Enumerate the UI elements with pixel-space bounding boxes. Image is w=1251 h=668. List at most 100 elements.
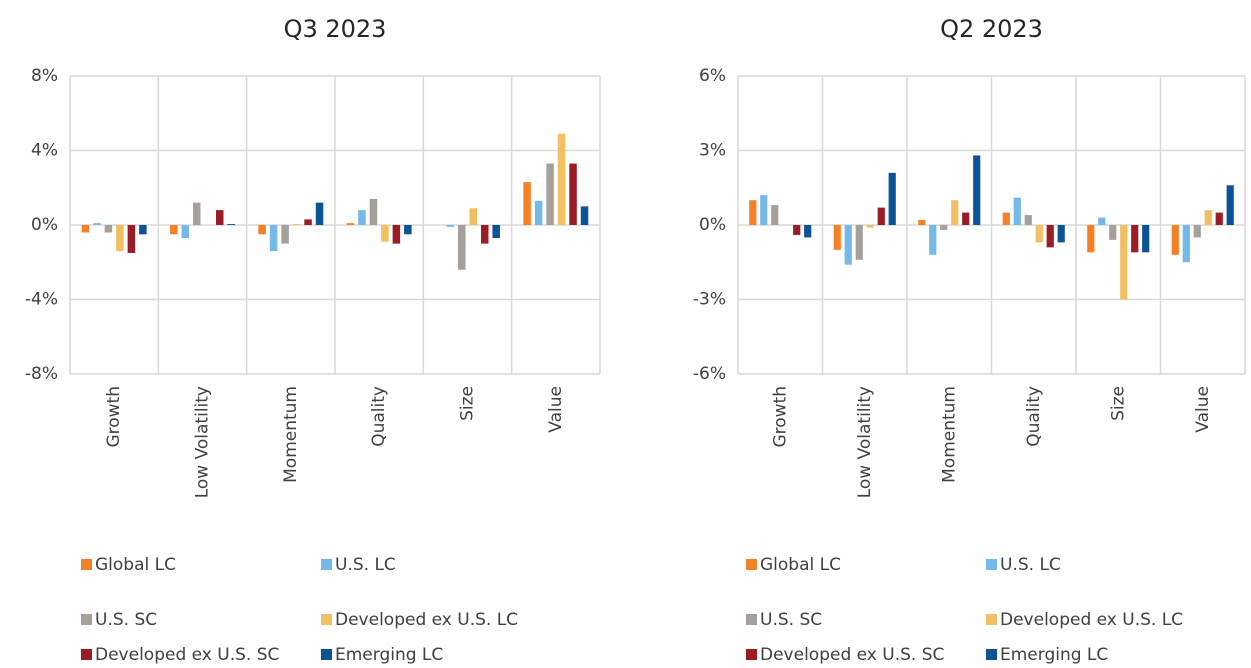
legend-label: Global LC (760, 555, 841, 575)
bar (1131, 225, 1139, 253)
chart-panel: Q2 2023 -6% -3% 0% 3% 6% Growth Low Volatility M… (693, 15, 1246, 665)
bar (749, 200, 757, 225)
bar (315, 202, 324, 225)
x-tick-label: Low Volatility (855, 386, 875, 498)
bar (139, 225, 147, 235)
bar (844, 225, 852, 265)
bar (81, 225, 90, 233)
bar (480, 225, 489, 244)
bar (193, 202, 201, 225)
bar (760, 195, 768, 225)
bar (181, 225, 190, 239)
bar (170, 225, 178, 235)
x-tick-label: Growth (104, 386, 124, 448)
bar (1109, 225, 1117, 240)
bar (1226, 185, 1234, 225)
bar (580, 206, 589, 225)
y-tick-label: 0% (699, 215, 726, 235)
bar (404, 225, 412, 235)
bar (1046, 225, 1054, 248)
bar (369, 198, 378, 225)
bar (1024, 215, 1032, 225)
bar (1087, 225, 1095, 253)
legend-label: Emerging LC (1000, 645, 1108, 665)
bar (1120, 225, 1128, 300)
legend-swatch (81, 559, 92, 570)
x-tick-label: Low Volatility (193, 386, 213, 498)
y-tick-label: 4% (31, 141, 58, 161)
legend-swatch (986, 649, 997, 660)
x-tick-label: Quality (369, 386, 389, 447)
x-tick-label: Value (546, 386, 566, 433)
bar (940, 225, 948, 230)
bar (1171, 225, 1179, 255)
bar (1098, 217, 1106, 225)
legend-swatch (746, 649, 757, 660)
bar (855, 225, 863, 260)
bar (358, 210, 366, 225)
bar (104, 225, 113, 233)
bar (534, 200, 543, 225)
legend-label: Developed ex U.S. SC (760, 645, 944, 665)
bar (227, 224, 235, 225)
bar (1002, 212, 1010, 225)
x-tick-label: Momentum (939, 386, 959, 483)
legend-swatch (321, 649, 332, 660)
chart-title: Q3 2023 (284, 15, 387, 43)
legend-swatch (321, 614, 332, 625)
bar (116, 225, 124, 252)
legend-swatch (986, 614, 997, 625)
legend-label: Developed ex U.S. SC (95, 645, 279, 665)
legend-label: U.S. LC (335, 555, 396, 575)
chart-panel: Q3 2023 -8% -4% 0% 4% 8% Growth Low Volatility M… (25, 15, 601, 665)
legend-swatch (986, 559, 997, 570)
bar (1013, 197, 1021, 225)
bar (1215, 212, 1223, 225)
bar (215, 210, 224, 225)
y-tick-label: -4% (25, 290, 58, 310)
bar (877, 207, 885, 225)
legend-label: U.S. SC (95, 610, 157, 630)
bar (569, 163, 577, 225)
legend-label: U.S. SC (760, 610, 822, 630)
bar (546, 163, 554, 225)
x-tick-label: Quality (1024, 386, 1044, 447)
bar (1057, 225, 1065, 243)
bar (281, 225, 289, 244)
bar (929, 225, 937, 255)
legend-swatch (746, 559, 757, 570)
legend-swatch (81, 649, 92, 660)
bar (93, 223, 101, 225)
bar (951, 200, 959, 225)
bar (292, 224, 301, 225)
y-tick-label: -3% (693, 290, 726, 310)
bar (446, 225, 455, 227)
bar (866, 225, 874, 228)
bar (346, 223, 355, 225)
legend-label: U.S. LC (1000, 555, 1061, 575)
bar (973, 155, 981, 225)
bar (1204, 210, 1212, 225)
y-tick-label: 8% (31, 66, 58, 86)
bar (793, 225, 801, 235)
chart-title: Q2 2023 (940, 15, 1043, 43)
x-tick-label: Momentum (281, 386, 301, 483)
bar (833, 225, 841, 250)
bar (304, 219, 312, 225)
bar (523, 182, 531, 225)
x-tick-label: Size (1108, 386, 1128, 421)
x-tick-label: Value (1193, 386, 1213, 433)
legend-swatch (321, 559, 332, 570)
legend-label: Emerging LC (335, 645, 443, 665)
y-tick-label: -8% (25, 364, 58, 384)
bar (962, 212, 970, 225)
bar (1193, 225, 1201, 238)
bar (771, 205, 779, 225)
bar (918, 220, 926, 225)
bar (469, 208, 477, 225)
x-tick-label: Growth (770, 386, 790, 448)
y-tick-label: 0% (31, 215, 58, 235)
bar (1035, 225, 1043, 243)
bar (557, 133, 566, 225)
